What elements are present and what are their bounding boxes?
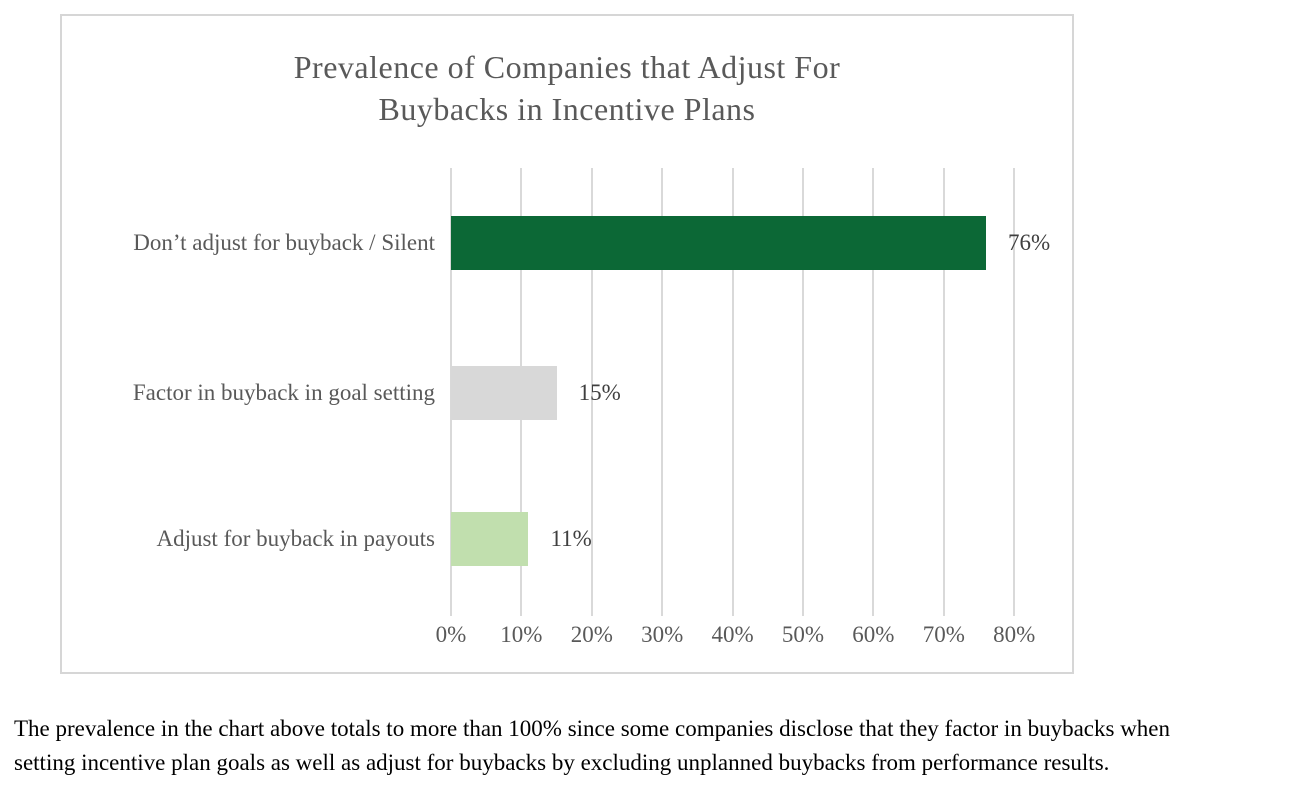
gridline [1013,168,1016,616]
x-tick-label: 30% [641,622,684,647]
x-tick-label: 70% [922,622,965,647]
chart-footnote: The prevalence in the chart above totals… [14,716,1171,775]
category-label: Factor in buyback in goal setting [132,380,435,405]
bar-row-dont-adjust: Don’t adjust for buyback / Silent 76% [62,216,1072,270]
gridline [590,168,593,616]
x-axis: 0% 10% 20% 30% 40% 50% 60% 70% 80% [62,16,1072,672]
category-label: Don’t adjust for buyback / Silent [133,230,435,255]
bar-dont-adjust [451,216,987,270]
bar-row-adjust-in-payouts: Adjust for buyback in payouts 11% [62,512,1072,566]
bar-chart: Prevalence of Companies that Adjust For … [60,14,1074,674]
x-tick-label: 60% [852,622,895,647]
bar-row-factor-in-goal-setting: Factor in buyback in goal setting 15% [62,366,1072,420]
bar-factor-in-goal-setting [451,366,557,420]
value-label: 15% [578,380,621,405]
x-tick-label: 0% [435,622,467,647]
x-tick-label: 20% [570,622,613,647]
category-label: Adjust for buyback in payouts [156,526,435,551]
x-tick-label: 10% [500,622,543,647]
bar-adjust-in-payouts [451,512,529,566]
x-tick-label: 80% [993,622,1036,647]
x-tick-label: 50% [781,622,825,647]
gridline [872,168,875,616]
gridline [731,168,734,616]
gridline [942,168,945,616]
chart-title: Prevalence of Companies that Adjust For … [293,49,841,127]
x-tick-label: 40% [711,622,754,647]
gridline [802,168,804,616]
gridline [661,168,664,616]
value-label: 11% [550,526,592,551]
value-label: 76% [1008,230,1051,255]
